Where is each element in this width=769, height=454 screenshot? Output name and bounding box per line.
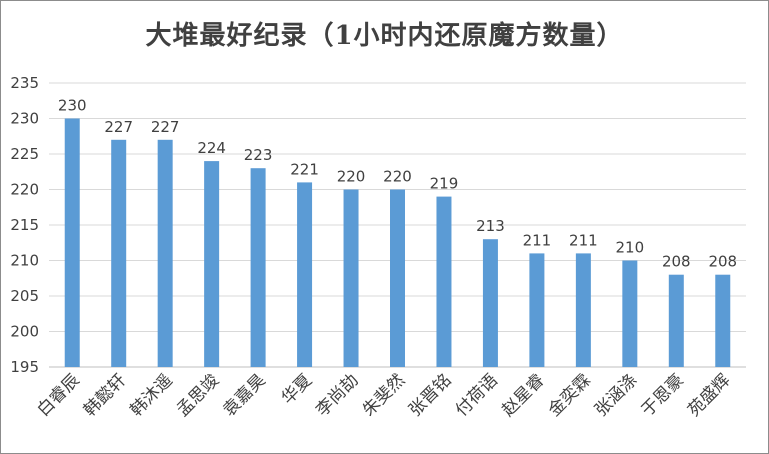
y-tick-label: 205 bbox=[10, 287, 39, 305]
data-label: 220 bbox=[383, 168, 412, 186]
x-category-label: 张涵涤 bbox=[591, 370, 641, 420]
data-label: 220 bbox=[337, 168, 366, 186]
data-label: 208 bbox=[708, 253, 737, 271]
bar bbox=[715, 274, 731, 367]
x-category-label: 韩懿轩 bbox=[80, 370, 130, 420]
bar bbox=[157, 139, 173, 367]
bar bbox=[575, 253, 591, 367]
x-category-label: 金奕霖 bbox=[545, 370, 595, 420]
data-label: 227 bbox=[151, 118, 180, 136]
bar bbox=[436, 196, 452, 367]
y-tick-label: 210 bbox=[10, 252, 39, 270]
bar bbox=[343, 189, 359, 367]
data-label: 224 bbox=[197, 139, 226, 157]
x-category-label: 张晋铭 bbox=[405, 370, 455, 420]
data-label: 213 bbox=[476, 217, 505, 235]
bar bbox=[529, 253, 545, 367]
x-category-label: 朱斐然 bbox=[359, 370, 409, 420]
y-tick-label: 200 bbox=[10, 323, 39, 341]
y-tick-label: 225 bbox=[10, 145, 39, 163]
bar bbox=[622, 260, 638, 367]
data-label: 211 bbox=[523, 231, 552, 249]
data-label: 219 bbox=[430, 175, 459, 193]
data-label: 208 bbox=[662, 253, 691, 271]
y-tick-label: 220 bbox=[10, 181, 39, 199]
bar bbox=[482, 239, 498, 367]
data-label: 227 bbox=[104, 118, 133, 136]
x-category-label: 孟思竣 bbox=[173, 370, 223, 420]
x-category-label: 赵星睿 bbox=[498, 370, 548, 420]
chart-title: 大堆最好纪录（1小时内还原魔方数量） bbox=[145, 21, 624, 51]
bar bbox=[111, 139, 127, 367]
x-category-label: 华夏 bbox=[278, 370, 316, 408]
x-category-label: 李尚劼 bbox=[312, 370, 362, 420]
x-category-label: 袁嘉昊 bbox=[219, 370, 269, 420]
bar bbox=[204, 161, 220, 367]
x-category-label: 韩沐遥 bbox=[126, 370, 176, 420]
y-tick-label: 235 bbox=[10, 74, 39, 92]
data-label: 211 bbox=[569, 231, 598, 249]
bar bbox=[297, 182, 313, 367]
data-label: 210 bbox=[616, 239, 645, 257]
x-category-label: 付荷语 bbox=[452, 370, 502, 420]
data-label: 223 bbox=[244, 146, 273, 164]
data-label: 221 bbox=[290, 160, 319, 178]
x-category-label: 苑盛辉 bbox=[684, 370, 734, 420]
x-category-label: 白睿辰 bbox=[34, 370, 84, 420]
y-tick-label: 215 bbox=[10, 216, 39, 234]
data-label: 230 bbox=[58, 97, 87, 115]
x-category-label: 于恩豪 bbox=[637, 370, 688, 421]
bar bbox=[250, 168, 266, 367]
bar bbox=[668, 274, 684, 367]
y-tick-label: 195 bbox=[10, 358, 39, 376]
bar bbox=[64, 118, 80, 367]
bar bbox=[390, 189, 405, 367]
y-tick-label: 230 bbox=[10, 110, 39, 128]
